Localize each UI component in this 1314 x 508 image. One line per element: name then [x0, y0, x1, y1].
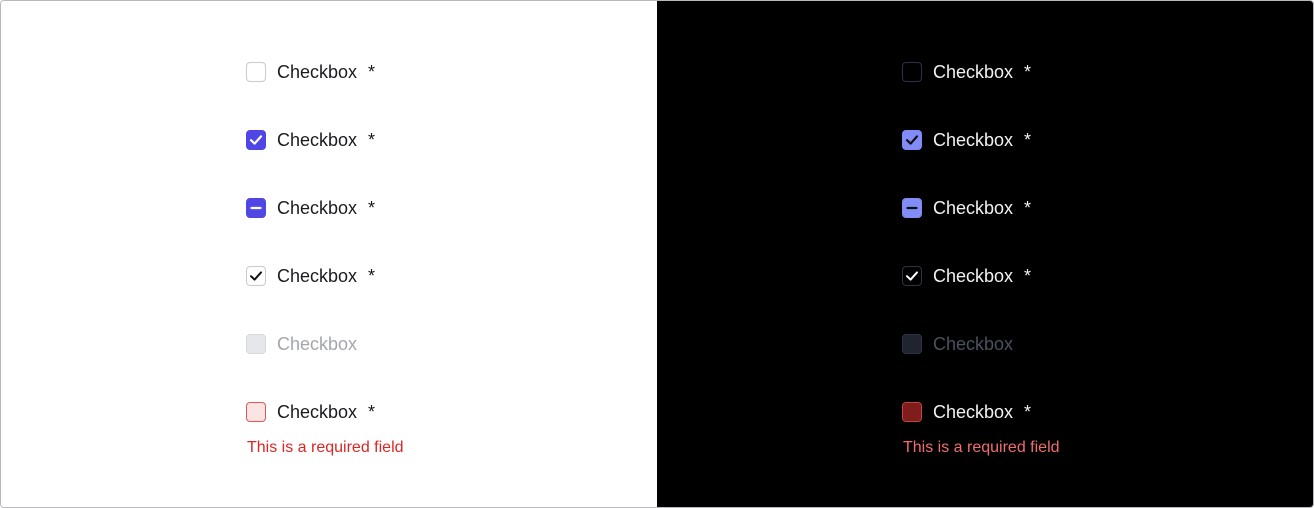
checkbox-label: Checkbox: [933, 266, 1014, 286]
checkbox-unchecked[interactable]: Checkbox *: [902, 62, 1031, 82]
checkbox-box[interactable]: [902, 402, 922, 422]
required-asterisk: *: [368, 62, 376, 82]
checkbox-checkmark-only[interactable]: Checkbox *: [246, 266, 375, 286]
checkbox-checked[interactable]: Checkbox *: [246, 130, 375, 150]
checkbox-invalid[interactable]: Checkbox *: [902, 402, 1031, 422]
checkbox-box[interactable]: [902, 198, 922, 218]
checkbox-box[interactable]: [246, 62, 266, 82]
required-asterisk: *: [1024, 402, 1032, 422]
checkbox-box[interactable]: [902, 130, 922, 150]
required-asterisk: *: [1024, 62, 1032, 82]
required-asterisk: *: [368, 266, 376, 286]
checkbox-box: [902, 334, 922, 354]
check-icon: [905, 135, 919, 145]
checkbox-label: Checkbox: [277, 62, 358, 82]
checkbox-label: Checkbox: [277, 130, 358, 150]
check-icon: [906, 271, 918, 281]
checkbox-indeterminate[interactable]: Checkbox *: [246, 198, 375, 218]
checkbox-box[interactable]: [246, 198, 266, 218]
checkbox-label: Checkbox: [933, 334, 1014, 354]
checkbox-checked[interactable]: Checkbox *: [902, 130, 1031, 150]
checkbox-label: Checkbox: [933, 62, 1014, 82]
checkbox-label: Checkbox: [933, 130, 1014, 150]
checkbox-unchecked[interactable]: Checkbox *: [246, 62, 375, 82]
checkbox-label: Checkbox: [277, 334, 358, 354]
checkbox-label: Checkbox: [277, 266, 358, 286]
checkbox-box[interactable]: [902, 266, 922, 286]
check-icon: [249, 135, 263, 145]
checkbox-invalid[interactable]: Checkbox *: [246, 402, 375, 422]
minus-icon: [906, 206, 918, 210]
checkbox-box[interactable]: [246, 402, 266, 422]
checkbox-indeterminate[interactable]: Checkbox *: [902, 198, 1031, 218]
check-icon: [250, 271, 262, 281]
required-asterisk: *: [368, 402, 376, 422]
error-message: This is a required field: [247, 439, 404, 456]
checkbox-box[interactable]: [246, 266, 266, 286]
light-theme-panel: Checkbox * Checkbox * Checkbox * Checkbo…: [1, 1, 657, 507]
checkbox-disabled: Checkbox: [902, 334, 1013, 354]
required-asterisk: *: [1024, 130, 1032, 150]
checkbox-checkmark-only[interactable]: Checkbox *: [902, 266, 1031, 286]
error-message: This is a required field: [903, 439, 1060, 456]
checkbox-label: Checkbox: [277, 198, 358, 218]
checkbox-label: Checkbox: [933, 402, 1014, 422]
dark-theme-panel: Checkbox * Checkbox * Checkbox * Checkbo…: [657, 1, 1313, 507]
checkbox-label: Checkbox: [933, 198, 1014, 218]
checkbox-box[interactable]: [902, 62, 922, 82]
checkbox-box[interactable]: [246, 130, 266, 150]
required-asterisk: *: [368, 198, 376, 218]
minus-icon: [250, 206, 262, 210]
required-asterisk: *: [1024, 266, 1032, 286]
checkbox-label: Checkbox: [277, 402, 358, 422]
checkbox-box: [246, 334, 266, 354]
required-asterisk: *: [1024, 198, 1032, 218]
checkbox-disabled: Checkbox: [246, 334, 357, 354]
required-asterisk: *: [368, 130, 376, 150]
